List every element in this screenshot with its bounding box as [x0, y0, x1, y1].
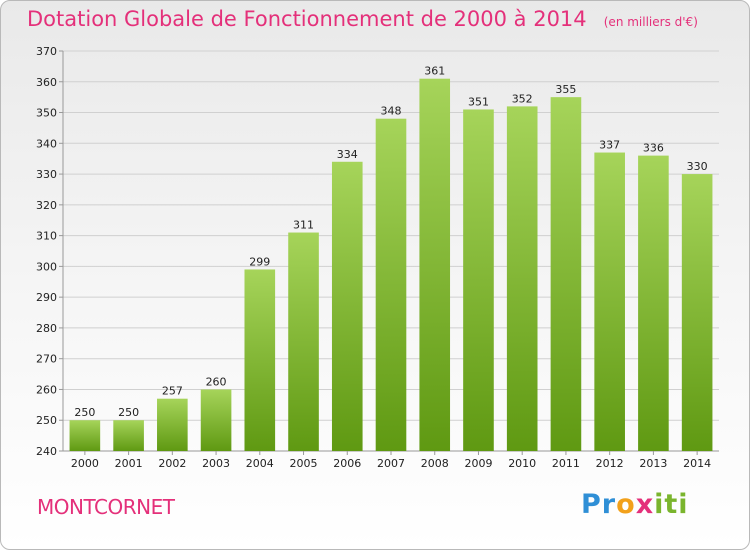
x-tick-label-2007: 2007	[377, 457, 405, 470]
bar-2007[interactable]	[375, 118, 407, 451]
data-label-2011: 355	[555, 83, 576, 96]
x-tick-label-2013: 2013	[639, 457, 667, 470]
x-tick-label-2002: 2002	[158, 457, 186, 470]
bar-2010[interactable]	[506, 106, 538, 451]
y-tick-label: 360	[36, 76, 57, 89]
y-tick-label: 280	[36, 322, 57, 335]
logo-letter-1: r	[601, 489, 617, 520]
x-tick-label-2006: 2006	[333, 457, 361, 470]
chart-subtitle: (en milliers d'€)	[603, 15, 698, 29]
x-tick-label-2005: 2005	[290, 457, 318, 470]
bar-2006[interactable]	[331, 161, 363, 451]
data-label-2000: 250	[74, 406, 95, 419]
y-tick-label: 290	[36, 291, 57, 304]
x-tick-label-2009: 2009	[464, 457, 492, 470]
y-tick-label: 330	[36, 168, 57, 181]
logo-letter-0: P	[581, 489, 602, 520]
x-tick-label-2000: 2000	[71, 457, 99, 470]
y-tick-label: 370	[36, 45, 57, 58]
x-tick-label-2011: 2011	[552, 457, 580, 470]
y-tick-label: 350	[36, 107, 57, 120]
bars	[69, 78, 713, 452]
bar-2003[interactable]	[200, 389, 232, 451]
y-tick-label: 270	[36, 353, 57, 366]
bar-2008[interactable]	[419, 78, 451, 451]
bar-2004[interactable]	[244, 269, 276, 451]
data-label-2007: 348	[381, 105, 402, 118]
bar-2002[interactable]	[157, 398, 188, 451]
bar-2011[interactable]	[550, 97, 582, 452]
data-label-2013: 336	[643, 142, 664, 155]
logo-letter-3: x	[635, 489, 655, 520]
bar-2009[interactable]	[463, 109, 494, 451]
y-tick-label: 320	[36, 199, 57, 212]
bar-2012[interactable]	[594, 152, 625, 452]
bar-2013[interactable]	[638, 155, 669, 451]
logo-letter-2: o	[616, 489, 636, 520]
data-label-2002: 257	[162, 385, 183, 398]
bar-2001[interactable]	[113, 420, 144, 451]
labels: 240 250 260 270 280 290 300 310 320 330 340 350 360 3…	[36, 45, 711, 470]
bar-2014[interactable]	[681, 174, 713, 452]
y-tick-label: 310	[36, 230, 57, 243]
data-label-2008: 361	[424, 65, 445, 78]
data-label-2003: 260	[206, 375, 227, 388]
data-label-2001: 250	[118, 406, 139, 419]
data-label-2006: 334	[337, 148, 358, 161]
logo-letter-4: i	[654, 489, 665, 520]
x-tick-label-2004: 2004	[246, 457, 274, 470]
data-label-2004: 299	[249, 255, 270, 268]
proxiti-logo[interactable]: Proxiti	[581, 489, 689, 520]
x-tick-label-2008: 2008	[421, 457, 449, 470]
y-tick-label: 260	[36, 383, 57, 396]
commune-name: MONTCORNET	[37, 495, 175, 519]
x-tick-label-2014: 2014	[683, 457, 711, 470]
x-tick-label-2012: 2012	[596, 457, 624, 470]
y-tick-label: 300	[36, 260, 57, 273]
bar-2000[interactable]	[69, 420, 101, 451]
data-label-2012: 337	[599, 139, 620, 152]
title-row: Dotation Globale de Fonctionnement de 20…	[27, 7, 698, 31]
x-tick-label-2003: 2003	[202, 457, 230, 470]
y-tick-label: 240	[36, 445, 57, 458]
logo-letter-5: t	[664, 489, 679, 520]
data-label-2014: 330	[687, 160, 708, 173]
y-tick-label: 250	[36, 414, 57, 427]
x-tick-label-2001: 2001	[115, 457, 143, 470]
bar-2005[interactable]	[288, 232, 319, 451]
data-label-2010: 352	[512, 92, 533, 105]
chart-title: Dotation Globale de Fonctionnement de 20…	[27, 7, 587, 31]
logo-letter-6: i	[678, 489, 689, 520]
data-label-2005: 311	[293, 219, 314, 232]
y-tick-label: 340	[36, 137, 57, 150]
x-tick-label-2010: 2010	[508, 457, 536, 470]
data-label-2009: 351	[468, 95, 489, 108]
